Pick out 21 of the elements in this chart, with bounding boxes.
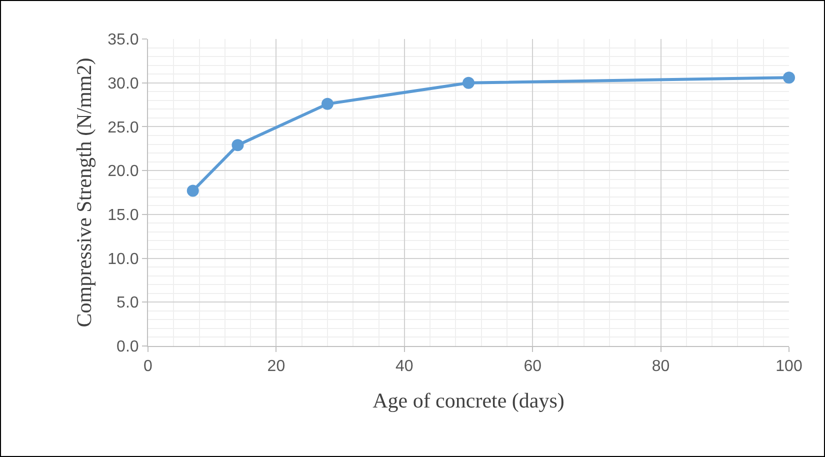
y-tick-label: 25.0	[108, 119, 139, 136]
y-axis-title: Compressive Strength (N/mm2)	[72, 58, 96, 328]
y-tick-label: 30.0	[108, 75, 139, 92]
x-tick-label: 100	[776, 358, 802, 376]
y-tick-label: 10.0	[108, 250, 139, 268]
x-tick-label: 20	[267, 358, 286, 376]
y-tick-label: 15.0	[108, 207, 139, 224]
x-tick-label: 0	[144, 358, 153, 376]
point	[783, 72, 795, 84]
point	[186, 184, 199, 197]
x-tick-label: 80	[652, 358, 670, 376]
point	[462, 76, 474, 89]
y-tick-label: 0.0	[116, 338, 139, 356]
x-tick-label: 40	[396, 358, 414, 376]
point	[321, 98, 334, 110]
x-tick-label: 60	[524, 358, 542, 376]
point	[232, 139, 244, 152]
y-tick-label: 35.0	[108, 32, 139, 49]
x-axis-title: Age of concrete (days)	[372, 388, 564, 412]
y-tick-label: 5.0	[116, 294, 139, 312]
y-tick-label: 20.0	[108, 163, 139, 180]
